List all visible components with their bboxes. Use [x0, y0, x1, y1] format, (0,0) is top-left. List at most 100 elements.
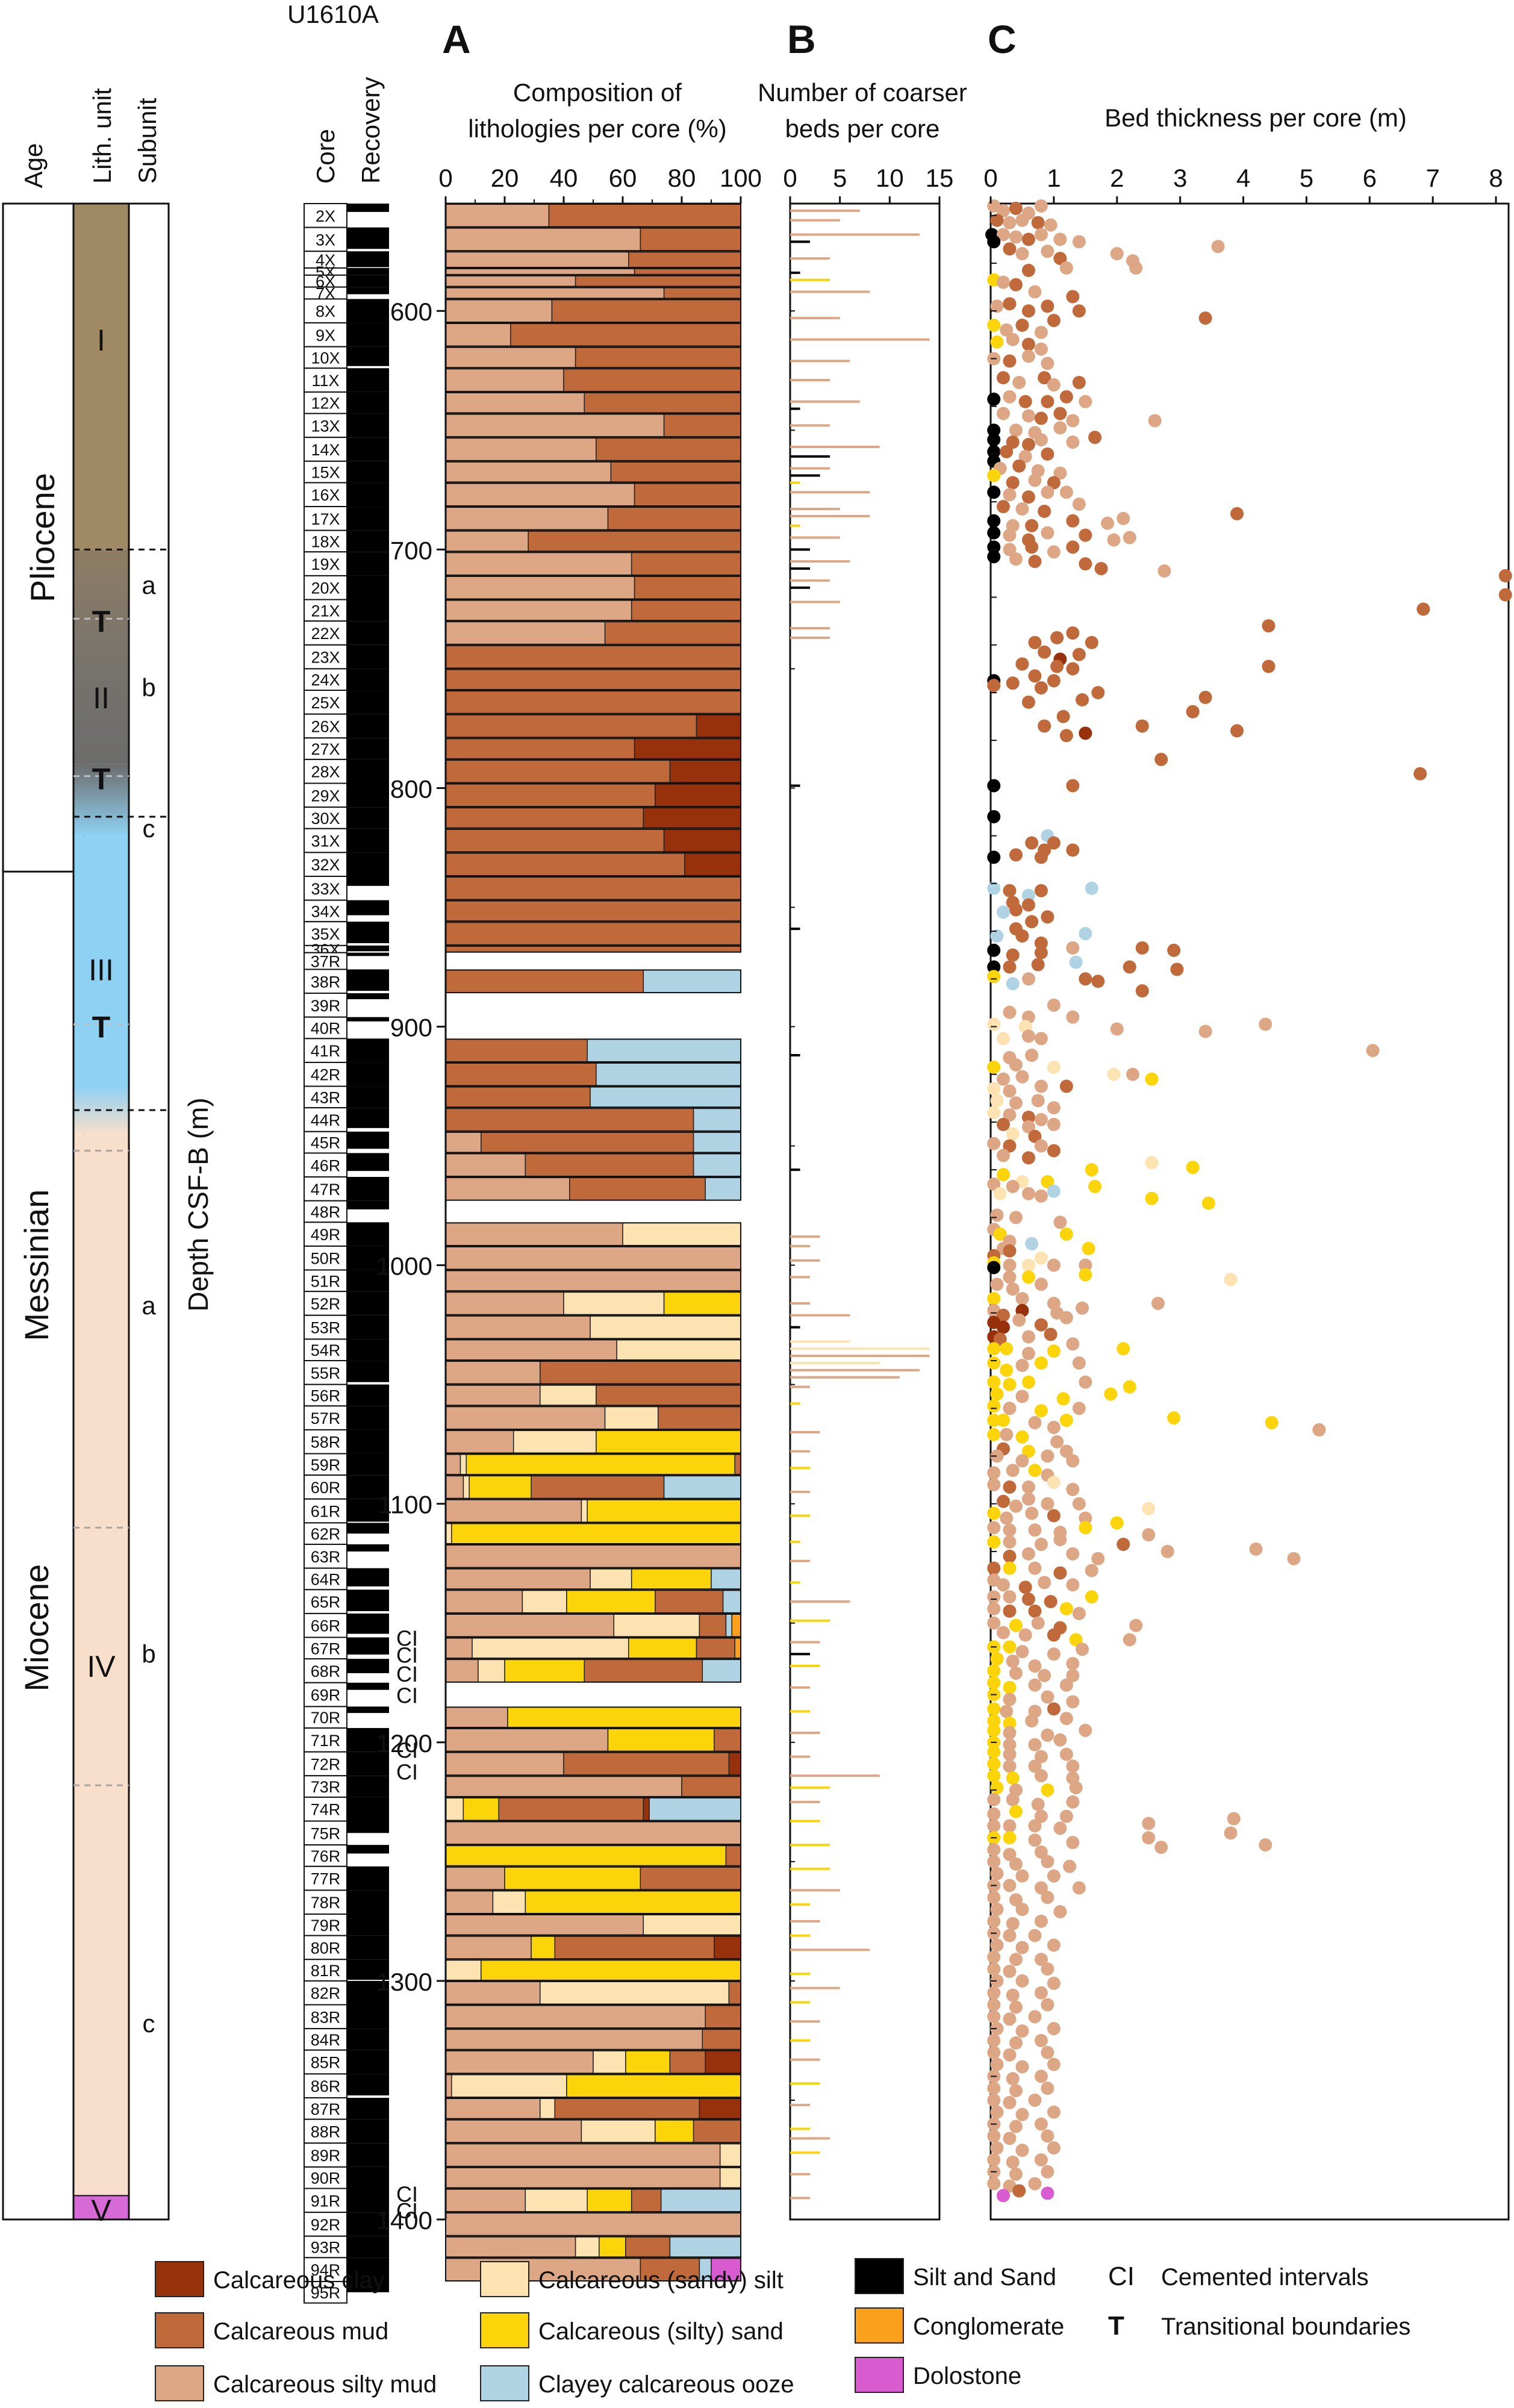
- core-label: 3X: [316, 231, 335, 249]
- thickness-point-mud: [1047, 1702, 1061, 1716]
- composition-segment-ooze: [660, 2188, 741, 2212]
- composition-segment-silty-mud: [445, 413, 665, 437]
- core-label: 94R: [311, 2261, 341, 2279]
- composition-segment-silty-sand: [628, 1637, 697, 1659]
- composition-segment-silty-mud: [445, 621, 606, 645]
- core-box: [304, 346, 347, 369]
- core-label: 93R: [311, 2239, 341, 2257]
- thickness-point-silty-mud: [1059, 1311, 1073, 1324]
- recovery-bar: [347, 714, 389, 738]
- thickness-point-silty-sand: [1079, 1521, 1092, 1535]
- recovery-bar: [347, 945, 389, 952]
- legend-label-dolostone: Dolostone: [913, 2363, 1021, 2389]
- composition-segment-mud: [445, 852, 685, 876]
- recovery-bar: [347, 1177, 389, 1201]
- core-box: [304, 1636, 347, 1660]
- thickness-point-sandy-silt: [1145, 1156, 1159, 1170]
- composition-segment-mud: [655, 1589, 724, 1614]
- composition-segment-silty-mud: [445, 287, 665, 299]
- thickness-point-silty-mud: [1034, 2153, 1048, 2166]
- thickness-point-mud: [1003, 297, 1017, 311]
- panel-b-title-line1: Number of coarser: [758, 78, 967, 107]
- recovery-bar: [347, 2119, 389, 2144]
- transitional-boundary-symbol: T: [92, 605, 111, 638]
- composition-segment-silty-mud: [445, 1177, 570, 1201]
- thickness-point-sandy-silt: [1034, 1251, 1048, 1265]
- thickness-point-silty-sand: [990, 1387, 1004, 1401]
- thickness-point-silty-sand: [987, 1060, 1001, 1074]
- composition-segment-silty-sand: [566, 1589, 656, 1614]
- recovery-bar: [347, 599, 389, 622]
- core-label: 14X: [311, 441, 340, 459]
- recovery-bar: [347, 1568, 389, 1586]
- composition-segment-sandy-silt: [522, 1589, 567, 1614]
- thickness-point-silt-sand: [987, 1261, 1001, 1274]
- thickness-point-mud: [1021, 304, 1035, 318]
- thickness-point-silty-sand: [1145, 1191, 1159, 1205]
- transitional-boundary-symbol: T: [92, 1011, 111, 1044]
- core-box: [304, 1176, 347, 1202]
- thickness-point-silty-mud: [1028, 2093, 1042, 2107]
- composition-segment-sandy-silt: [575, 2236, 600, 2258]
- thickness-point-silty-mud: [996, 275, 1010, 289]
- composition-segment-clay: [696, 714, 741, 738]
- core-label: 56R: [311, 1386, 341, 1405]
- thickness-point-silty-sand: [987, 970, 1001, 984]
- recovery-bar: [347, 1108, 389, 1128]
- thickness-point-silty-sand: [987, 1356, 1001, 1370]
- thickness-point-mud: [1012, 459, 1026, 473]
- core-label: 37R: [311, 953, 341, 971]
- core-label: 4X: [316, 251, 335, 269]
- composition-segment-sandy-silt: [451, 2074, 567, 2098]
- composition-segment-silty-mud: [445, 1339, 617, 1361]
- recovery-bar: [347, 413, 389, 438]
- thickness-point-silty-mud: [987, 1590, 1001, 1604]
- thickness-point-mud: [1015, 929, 1029, 943]
- thickness-point-silty-sand: [1082, 1241, 1095, 1255]
- composition-segment-silty-sand: [631, 1568, 712, 1590]
- thickness-point-silty-mud: [990, 2022, 1004, 2036]
- thickness-point-silty-mud: [1211, 240, 1225, 254]
- thickness-point-silty-mud: [1034, 2070, 1048, 2083]
- thickness-point-silty-mud: [987, 2045, 1001, 2059]
- thickness-point-silty-mud: [990, 299, 1004, 313]
- thickness-point-silty-mud: [1015, 1454, 1029, 1468]
- composition-segment-clay: [684, 852, 741, 876]
- core-label: 72R: [311, 1755, 341, 1773]
- core-label: 60R: [311, 1479, 341, 1497]
- composition-segment-sandy-silt: [478, 1659, 505, 1683]
- core-box: [304, 1061, 347, 1087]
- thickness-point-silty-mud: [990, 2141, 1004, 2155]
- thickness-point-silty-mud: [996, 1578, 1010, 1592]
- composition-segment-sandy-silt: [463, 1475, 470, 1499]
- thickness-point-mud: [1018, 395, 1032, 408]
- composition-segment-mud: [628, 251, 741, 268]
- thickness-point-mud: [1053, 1566, 1067, 1580]
- thickness-point-silt-sand: [987, 485, 1001, 499]
- thickness-point-silty-mud: [1009, 423, 1023, 437]
- thickness-point-silty-mud: [1066, 1668, 1080, 1682]
- thickness-point-mud: [1059, 729, 1073, 743]
- recovery-bar: [347, 1384, 389, 1406]
- core-label: 87R: [311, 2100, 341, 2118]
- thickness-point-mud: [1003, 354, 1017, 368]
- composition-segment-mud: [554, 2098, 700, 2119]
- thickness-point-silty-mud: [1085, 1564, 1098, 1577]
- thickness-point-sandy-silt: [987, 1106, 1001, 1120]
- thickness-point-silty-mud: [1009, 1211, 1023, 1224]
- thickness-point-silty-mud: [1006, 1179, 1020, 1193]
- panel-c-xtick-label: 4: [1236, 164, 1250, 192]
- thickness-point-mud: [1028, 669, 1042, 683]
- thickness-point-silty-mud: [1066, 1759, 1080, 1773]
- thickness-point-silty-mud: [1079, 395, 1092, 408]
- thickness-point-mud: [1003, 242, 1017, 256]
- thickness-point-silty-mud: [990, 2105, 1004, 2119]
- recovery-bar: [347, 807, 389, 829]
- thickness-point-silty-mud: [1034, 1914, 1048, 1928]
- thickness-point-mud: [1230, 507, 1244, 520]
- thickness-point-silty-mud: [1047, 1101, 1061, 1115]
- composition-segment-mud: [604, 621, 741, 645]
- core-box: [304, 713, 347, 739]
- thickness-point-silty-mud: [1154, 1841, 1168, 1854]
- composition-segment-mud: [734, 1453, 741, 1475]
